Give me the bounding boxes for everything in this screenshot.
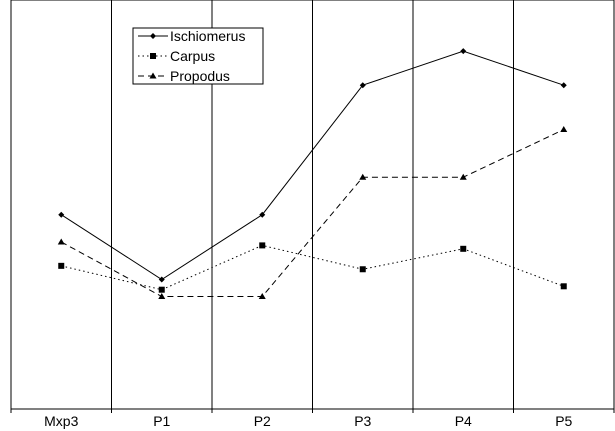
legend-label-carpus: Carpus [170,48,215,64]
data-point [158,293,166,300]
data-point [258,293,266,300]
series-propodus [57,126,568,300]
x-axis-ticks [10,409,615,413]
x-tick-label: P1 [153,413,170,429]
data-point [259,242,266,249]
data-point [259,211,266,218]
data-point [158,276,165,283]
data-point [560,126,568,133]
series-line [61,129,564,298]
data-point [58,262,65,269]
legend-marker-propodus [149,72,157,79]
legend: Ischiomerus Carpus Propodus [132,27,264,85]
data-point [460,245,467,252]
legend-marker-carpus [150,53,156,59]
series-line [60,50,564,281]
data-point [359,266,366,273]
series-layer [57,48,568,300]
legend-label-ischiomerus: Ischiomerus [170,28,245,44]
x-tick-label: P5 [555,413,572,429]
x-tick-label: P2 [254,413,271,429]
legend-marker-ischiomerus [150,33,156,39]
data-point [359,82,366,89]
series-carpus [58,242,567,293]
data-point [158,286,165,293]
data-point [57,238,65,245]
data-point [560,82,567,89]
data-point [459,173,467,180]
x-tick-label: P3 [354,413,371,429]
data-point [359,173,367,180]
series-ischiomerus [58,48,567,283]
series-line [61,244,564,291]
x-tick-label: Mxp3 [44,413,78,429]
data-point [58,211,65,218]
legend-label-propodus: Propodus [170,68,230,84]
data-point [560,283,567,290]
x-axis-labels: Mxp3 P1 P2 P3 P4 P5 [44,413,572,429]
x-tick-label: P4 [455,413,472,429]
data-point [460,48,467,55]
